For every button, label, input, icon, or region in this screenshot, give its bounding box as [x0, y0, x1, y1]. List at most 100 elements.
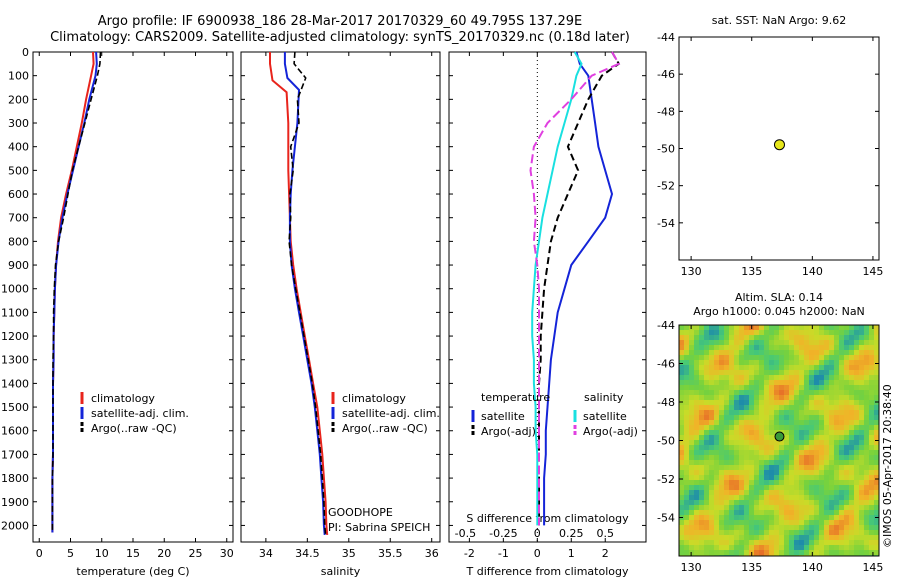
depth-tick-label: 1100 [1, 306, 29, 319]
heatmap-cell [814, 405, 819, 410]
heatmap-cell [684, 350, 689, 355]
heatmap-cell [769, 430, 774, 435]
heatmap-cell [699, 420, 704, 425]
heatmap-cell [809, 380, 814, 385]
map-y-tick-label: -44 [657, 31, 675, 44]
heatmap-cell [844, 460, 849, 465]
heatmap-cell [774, 370, 779, 375]
heatmap-cell [724, 475, 729, 480]
heatmap-cell [764, 430, 769, 435]
heatmap-cell [719, 445, 724, 450]
heatmap-cell [819, 385, 824, 390]
heatmap-cell [714, 475, 719, 480]
heatmap-cell [704, 445, 709, 450]
heatmap-cell [824, 365, 829, 370]
heatmap-cell [719, 340, 724, 345]
heatmap-cell [854, 510, 859, 515]
depth-tick-label: 0 [22, 46, 29, 59]
heatmap-cell [709, 450, 714, 455]
heatmap-cell [679, 485, 684, 490]
map-y-tick-label: -54 [657, 217, 675, 230]
heatmap-cell [744, 390, 749, 395]
heatmap-cell [759, 430, 764, 435]
heatmap-cell [759, 355, 764, 360]
heatmap-cell [849, 520, 854, 525]
heatmap-cell [869, 550, 874, 555]
heatmap-cell [844, 355, 849, 360]
heatmap-cell [844, 495, 849, 500]
heatmap-cell [754, 430, 759, 435]
heatmap-cell [729, 370, 734, 375]
heatmap-cell [814, 510, 819, 515]
heatmap-cell [784, 375, 789, 380]
heatmap-cell [724, 350, 729, 355]
heatmap-cell [679, 385, 684, 390]
heatmap-cell [779, 495, 784, 500]
heatmap-cell [699, 515, 704, 520]
heatmap-cell [869, 330, 874, 335]
heatmap-cell [709, 390, 714, 395]
heatmap-cell [769, 485, 774, 490]
heatmap-cell [699, 465, 704, 470]
heatmap-cell [769, 420, 774, 425]
heatmap-cell [814, 540, 819, 545]
heatmap-cell [844, 435, 849, 440]
heatmap-cell [714, 440, 719, 445]
heatmap-cell [734, 525, 739, 530]
heatmap-cell [719, 495, 724, 500]
heatmap-cell [679, 360, 684, 365]
heatmap-cell [839, 440, 844, 445]
heatmap-cell [869, 455, 874, 460]
heatmap-cell [849, 450, 854, 455]
heatmap-cell [864, 430, 869, 435]
heatmap-cell [709, 480, 714, 485]
heatmap-cell [819, 380, 824, 385]
heatmap-cell [789, 325, 794, 330]
heatmap-cell [739, 465, 744, 470]
depth-tick-label: 600 [8, 188, 29, 201]
heatmap-cell [684, 495, 689, 500]
heatmap-cell [824, 330, 829, 335]
heatmap-cell [694, 460, 699, 465]
heatmap-cell [824, 460, 829, 465]
heatmap-cell [739, 460, 744, 465]
heatmap-cell [834, 550, 839, 555]
heatmap-cell [809, 340, 814, 345]
heatmap-cell [724, 335, 729, 340]
heatmap-cell [714, 490, 719, 495]
heatmap-cell [814, 505, 819, 510]
heatmap-cell [689, 540, 694, 545]
heatmap-cell [864, 470, 869, 475]
heatmap-cell [739, 345, 744, 350]
heatmap-cell [779, 330, 784, 335]
heatmap-cell [799, 380, 804, 385]
heatmap-cell [689, 515, 694, 520]
heatmap-cell [794, 530, 799, 535]
heatmap-cell [854, 380, 859, 385]
legend-title-temperature: temperature [481, 391, 550, 404]
heatmap-cell [814, 545, 819, 550]
heatmap-cell [759, 395, 764, 400]
heatmap-cell [869, 525, 874, 530]
heatmap-cell [829, 400, 834, 405]
heatmap-cell [759, 465, 764, 470]
heatmap-cell [724, 420, 729, 425]
heatmap-cell [744, 450, 749, 455]
heatmap-cell [849, 525, 854, 530]
heatmap-cell [789, 550, 794, 555]
heatmap-cell [809, 550, 814, 555]
heatmap-cell [729, 395, 734, 400]
heatmap-cell [854, 325, 859, 330]
heatmap-cell [804, 400, 809, 405]
heatmap-cell [789, 330, 794, 335]
heatmap-cell [809, 345, 814, 350]
heatmap-cell [789, 515, 794, 520]
heatmap-cell [819, 455, 824, 460]
heatmap-cell [764, 420, 769, 425]
s-axis-label: S difference from climatology [466, 512, 629, 525]
heatmap-cell [849, 345, 854, 350]
heatmap-cell [774, 395, 779, 400]
heatmap-cell [699, 325, 704, 330]
heatmap-cell [869, 355, 874, 360]
heatmap-cell [819, 405, 824, 410]
